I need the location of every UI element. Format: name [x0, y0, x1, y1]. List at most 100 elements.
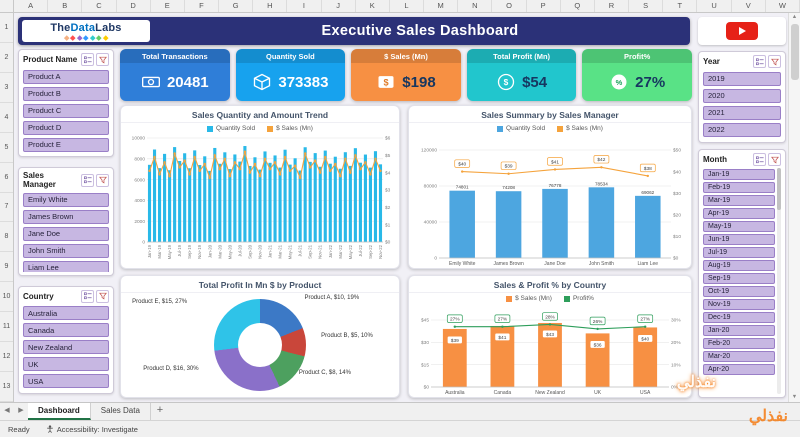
slicer-item-james-brown[interactable]: James Brown [23, 209, 109, 224]
column-header-S[interactable]: S [629, 0, 664, 12]
multi-select-icon[interactable] [81, 53, 94, 66]
multi-select-icon[interactable] [81, 289, 94, 303]
youtube-link-card[interactable] [698, 17, 786, 45]
row-header-6[interactable]: 6 [0, 163, 13, 193]
column-header-L[interactable]: L [390, 0, 425, 12]
sheet-nav-left-icon[interactable]: ◀ [4, 407, 10, 414]
youtube-icon[interactable] [726, 22, 758, 40]
slicer-item-usa[interactable]: USA [23, 374, 109, 389]
column-header-B[interactable]: B [48, 0, 83, 12]
slicer-item-may-19[interactable]: May-19 [703, 221, 775, 232]
row-header-4[interactable]: 4 [0, 103, 13, 133]
column-header-H[interactable]: H [253, 0, 288, 12]
clear-filter-icon[interactable] [768, 55, 781, 68]
slicer-item-liam-lee[interactable]: Liam Lee [23, 260, 109, 272]
column-header-M[interactable]: M [424, 0, 459, 12]
svg-text:Nov-20: Nov-20 [257, 244, 262, 258]
slicer-item-product-e[interactable]: Product E [23, 137, 109, 152]
clear-filter-icon[interactable] [96, 289, 109, 303]
slicer-item-emily-white[interactable]: Emily White [23, 192, 109, 207]
column-header-E[interactable]: E [151, 0, 185, 12]
row-header-3[interactable]: 3 [0, 73, 13, 103]
column-header-F[interactable]: F [185, 0, 220, 12]
slicer-item-apr-20[interactable]: Apr-20 [703, 364, 775, 375]
vertical-scrollbar[interactable]: ▲ ▼ [788, 13, 800, 402]
slicer-item-2019[interactable]: 2019 [703, 71, 781, 86]
slicer-item-product-b[interactable]: Product B [23, 86, 109, 101]
column-header-N[interactable]: N [458, 0, 493, 12]
column-header-K[interactable]: K [356, 0, 390, 12]
sheet-tab-sales-data[interactable]: Sales Data [91, 403, 151, 420]
slicer-item-jane-doe[interactable]: Jane Doe [23, 226, 109, 241]
slicer-item-product-c[interactable]: Product C [23, 103, 109, 118]
row-header-11[interactable]: 11 [0, 312, 13, 343]
slicer-item-product-d[interactable]: Product D [23, 120, 109, 135]
svg-text:2000: 2000 [134, 219, 145, 225]
row-header-7[interactable]: 7 [0, 193, 13, 223]
column-header-C[interactable]: C [82, 0, 117, 12]
slicer-item-jan-20[interactable]: Jan-20 [703, 325, 775, 336]
slicer-item-product-a[interactable]: Product A [23, 69, 109, 84]
accessibility-status[interactable]: Accessibility: Investigate [46, 425, 138, 434]
slicer-item-feb-19[interactable]: Feb-19 [703, 182, 775, 193]
slicer-item-apr-19[interactable]: Apr-19 [703, 208, 775, 219]
scroll-up-icon[interactable]: ▲ [791, 14, 798, 20]
slicer-item-sep-19[interactable]: Sep-19 [703, 273, 775, 284]
clear-filter-icon[interactable] [96, 173, 109, 187]
svg-text:$: $ [384, 77, 389, 87]
svg-text:Mar-19: Mar-19 [157, 244, 162, 258]
slicer-item-jul-19[interactable]: Jul-19 [703, 247, 775, 258]
new-sheet-button[interactable]: + [156, 404, 164, 416]
slicer-item-oct-19[interactable]: Oct-19 [703, 286, 775, 297]
slicer-item-2020[interactable]: 2020 [703, 88, 781, 103]
slicer-item-uk[interactable]: UK [23, 357, 109, 372]
row-header-9[interactable]: 9 [0, 252, 13, 283]
row-header-13[interactable]: 13 [0, 372, 13, 402]
slicer-item-mar-19[interactable]: Mar-19 [703, 195, 775, 206]
slicer-item-mar-20[interactable]: Mar-20 [703, 351, 775, 362]
column-header-T[interactable]: T [663, 0, 698, 12]
column-header-G[interactable]: G [219, 0, 254, 12]
column-header-A[interactable]: A [14, 0, 49, 12]
slicer-item-jun-19[interactable]: Jun-19 [703, 234, 775, 245]
select-all-corner[interactable] [0, 0, 14, 13]
slicer-item-jan-19[interactable]: Jan-19 [703, 169, 775, 180]
multi-select-icon[interactable] [81, 173, 94, 187]
column-header-O[interactable]: O [492, 0, 527, 12]
slicer-item-feb-20[interactable]: Feb-20 [703, 338, 775, 349]
column-header-P[interactable]: P [527, 0, 561, 12]
slicer-item-canada[interactable]: Canada [23, 323, 109, 338]
row-header-10[interactable]: 10 [0, 282, 13, 313]
column-header-R[interactable]: R [595, 0, 630, 12]
column-header-W[interactable]: W [766, 0, 800, 12]
row-header-8[interactable]: 8 [0, 222, 13, 253]
column-header-J[interactable]: J [322, 0, 356, 12]
column-header-I[interactable]: I [287, 0, 322, 12]
scrollbar-thumb[interactable] [790, 24, 799, 80]
slicer-item-new-zealand[interactable]: New Zealand [23, 340, 109, 355]
scroll-down-icon[interactable]: ▼ [791, 394, 798, 400]
multi-select-icon[interactable] [753, 55, 766, 68]
slicer-item-2021[interactable]: 2021 [703, 105, 781, 120]
row-header-12[interactable]: 12 [0, 342, 13, 373]
column-header-Q[interactable]: Q [561, 0, 595, 12]
column-header-U[interactable]: U [697, 0, 732, 12]
clear-filter-icon[interactable] [96, 53, 109, 66]
row-header-1[interactable]: 1 [0, 13, 13, 43]
column-header-V[interactable]: V [732, 0, 766, 12]
sheet-nav-right-icon[interactable]: ▶ [18, 407, 24, 414]
row-header-5[interactable]: 5 [0, 133, 13, 163]
month-slicer-scrollbar[interactable] [777, 168, 781, 394]
clear-filter-icon[interactable] [768, 153, 781, 166]
multi-select-icon[interactable] [753, 153, 766, 166]
slicer-item-aug-19[interactable]: Aug-19 [703, 260, 775, 271]
slicer-item-john-smith[interactable]: John Smith [23, 243, 109, 258]
column-header-D[interactable]: D [117, 0, 151, 12]
svg-text:Liam Lee: Liam Lee [638, 261, 659, 267]
sheet-tab-dashboard[interactable]: Dashboard [28, 403, 91, 420]
slicer-item-2022[interactable]: 2022 [703, 122, 781, 137]
slicer-item-nov-19[interactable]: Nov-19 [703, 299, 775, 310]
row-header-2[interactable]: 2 [0, 43, 13, 73]
slicer-item-australia[interactable]: Australia [23, 306, 109, 321]
slicer-item-dec-19[interactable]: Dec-19 [703, 312, 775, 323]
